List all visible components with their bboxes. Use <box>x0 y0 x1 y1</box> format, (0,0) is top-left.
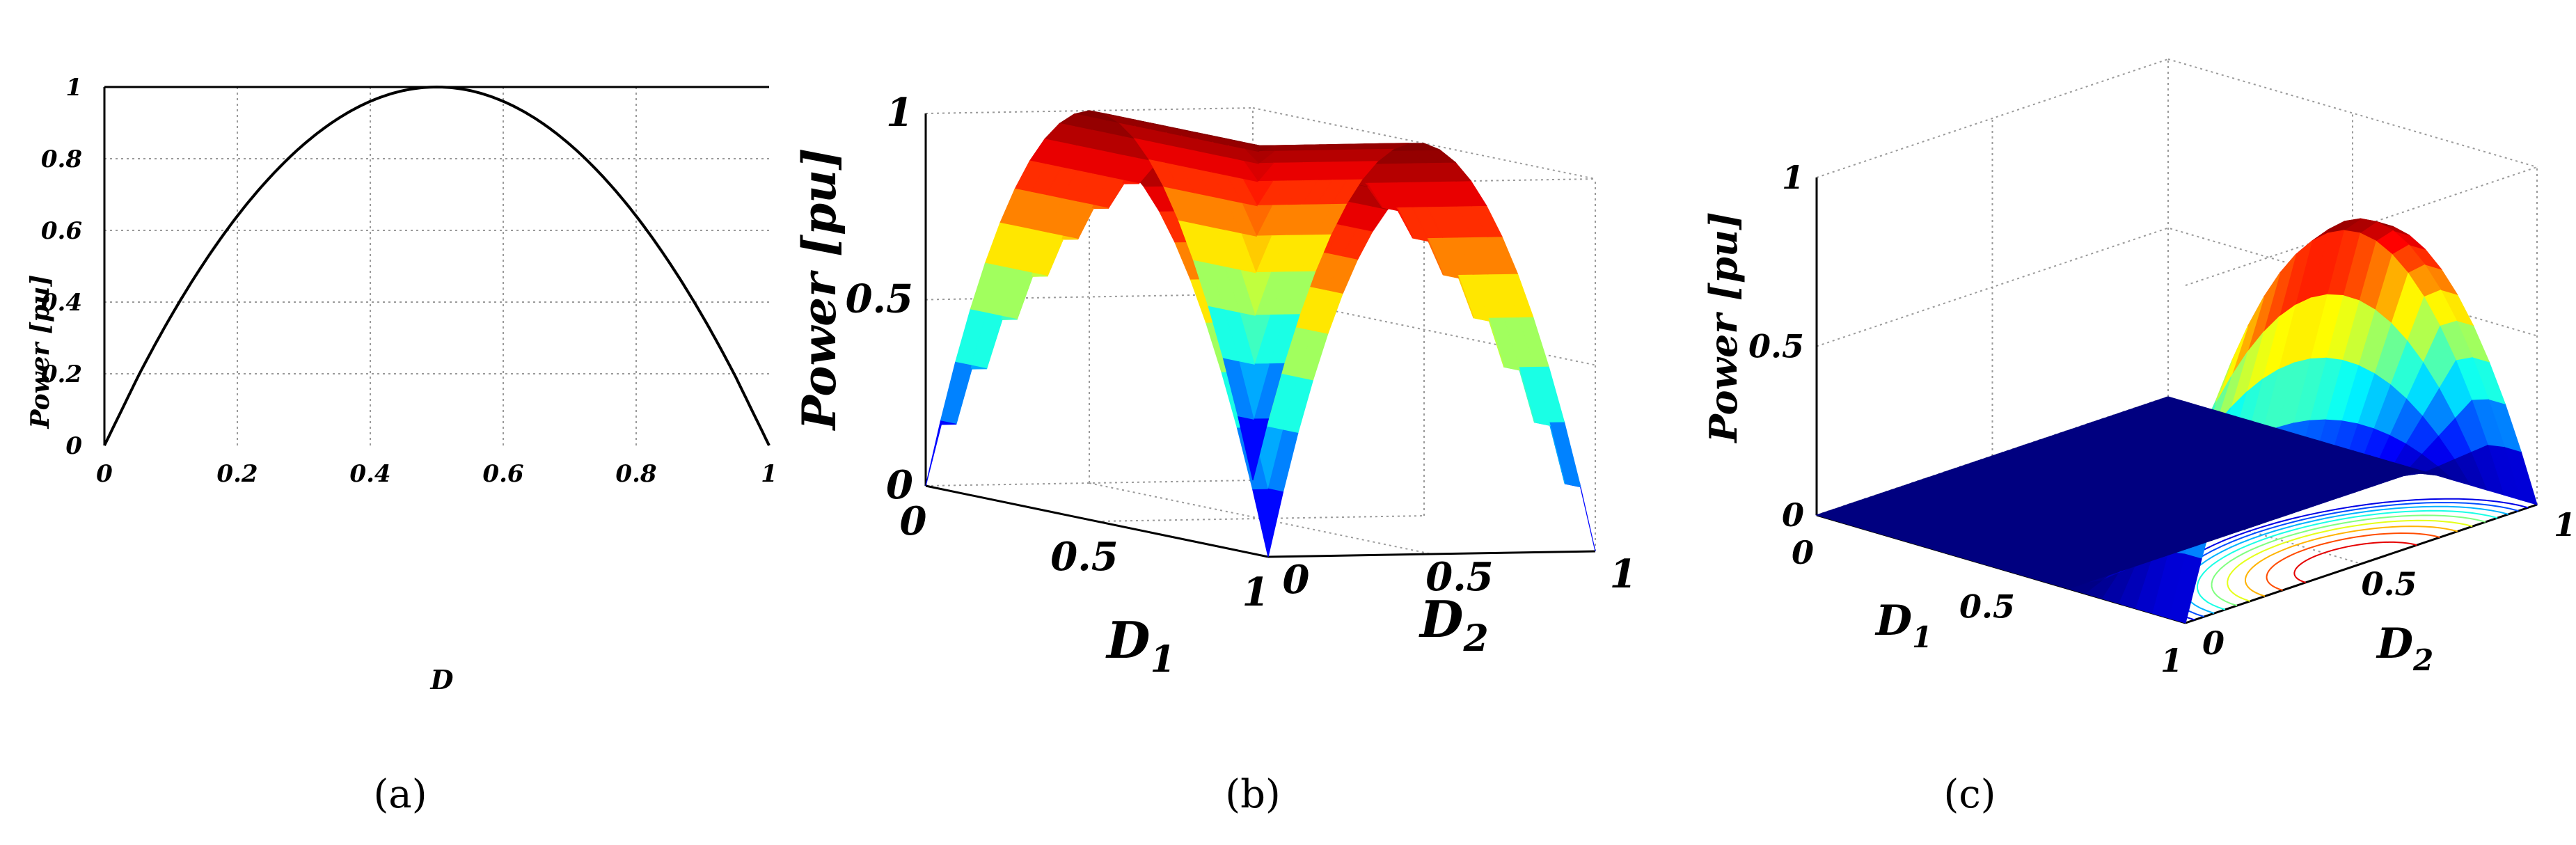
panel-a-ticks: 0 0.2 0.4 0.6 0.8 1 0 0.2 0.4 0.6 0.8 1 <box>41 74 777 488</box>
axis-line <box>2185 503 2538 624</box>
x-tick-label: 0.5 <box>1959 588 2015 626</box>
panel-c-box-edge <box>1816 58 2169 178</box>
z-tick-label: 1 <box>886 90 913 136</box>
panel-c-z-gridline <box>1816 227 2538 347</box>
panel-a-x-label: D <box>430 664 454 695</box>
panel-b-ticks: 00.51 0 0.5 100.51 <box>846 90 1637 615</box>
panel-a-grid <box>104 87 769 445</box>
panel-c-contour-line <box>2227 519 2473 602</box>
panel-c-surface <box>1815 218 2538 624</box>
panel-a-y-tick-label: 0.2 <box>41 361 82 388</box>
x-tick-label: 0.5 <box>1050 534 1118 580</box>
x-tick-label: 1 <box>2160 642 2183 679</box>
panel-b-caption: (b) <box>1225 772 1281 817</box>
panel-b-surface-chart: 00.51 0 0.5 100.51 D1 D2 Power [pu] <box>792 90 1636 681</box>
x-tick-label: 0 <box>1792 534 1814 571</box>
floor-gridline <box>1089 482 1432 555</box>
y-tick-label: 1 <box>2554 506 2576 544</box>
z-tick-label: 0 <box>1782 496 1804 534</box>
y-tick-label: 0 <box>1283 557 1310 603</box>
panel-b-surface-patch <box>1565 482 1596 552</box>
axis-line <box>925 484 1269 558</box>
panel-c-x-label: D1 <box>1874 597 1932 654</box>
z-tick-label: 1 <box>1782 159 1804 196</box>
panel-a-line-chart: 0 0.2 0.4 0.6 0.8 1 0 0.2 0.4 0.6 0.8 1 D Power [pu… <box>26 74 777 695</box>
axis-line <box>1267 550 1596 558</box>
panel-a-y-tick-label: 0.8 <box>41 145 82 173</box>
panel-c-z-label: Power [pu] <box>1701 212 1746 443</box>
panel-b-surface-patch <box>1549 421 1581 484</box>
panel-b-z-label: Power [pu] <box>792 148 846 431</box>
panel-a-y-tick-label: 0.6 <box>41 217 82 245</box>
panel-a-y-label: Power [pu] <box>26 275 55 429</box>
panel-c-contour-line <box>2211 514 2486 607</box>
panel-c-caption: (c) <box>1943 772 1996 817</box>
z-tick-label: 0 <box>886 462 913 508</box>
panel-b-surface <box>925 110 1596 558</box>
x-tick-label: 0 <box>900 498 927 544</box>
panel-b-x-label: D1 <box>1105 610 1176 681</box>
panel-a-x-tick-label: 0.4 <box>349 460 390 488</box>
panel-b-surface-patch <box>940 361 972 425</box>
panel-b-surface-patch <box>1251 488 1284 558</box>
panel-a-x-tick-label: 0.6 <box>482 460 523 488</box>
x-tick-label: 1 <box>1242 569 1270 615</box>
panel-b-box-edge <box>1252 107 1596 180</box>
panel-c-contour-line <box>2196 510 2498 610</box>
z-tick-label: 0.5 <box>846 276 913 322</box>
panel-c-contour-line <box>2245 526 2458 597</box>
y-tick-label: 1 <box>1610 551 1637 597</box>
panel-c-surface-patch <box>1815 509 1851 521</box>
panel-a-x-tick-label: 0.8 <box>615 460 656 488</box>
panel-a-x-tick-label: 1 <box>761 460 777 488</box>
panel-c-contour-line <box>2293 541 2417 583</box>
panel-a-series-line <box>103 85 771 446</box>
panel-b-surface-patch <box>925 420 956 487</box>
panel-c-y-label: D2 <box>2376 619 2433 677</box>
y-tick-label: 0.5 <box>2361 565 2417 603</box>
panel-b-y-label: D2 <box>1419 590 1489 660</box>
panel-a-y-tick-label: 1 <box>65 74 82 102</box>
panel-b-axes-box <box>924 107 1596 558</box>
y-tick-label: 0 <box>2202 624 2225 662</box>
panel-a-x-tick-label: 0 <box>96 460 113 488</box>
panel-a-x-tick-label: 0.2 <box>216 460 258 488</box>
y-tick-label: 0.5 <box>1425 554 1493 600</box>
panel-a-caption: (a) <box>373 772 427 817</box>
panel-c-box-edge <box>2167 58 2538 168</box>
panel-c-contour-line <box>2266 532 2440 591</box>
panel-a-y-tick-label: 0.4 <box>41 289 82 317</box>
panel-a-y-tick-label: 0 <box>65 432 82 460</box>
z-tick-label: 0.5 <box>1748 328 1804 365</box>
